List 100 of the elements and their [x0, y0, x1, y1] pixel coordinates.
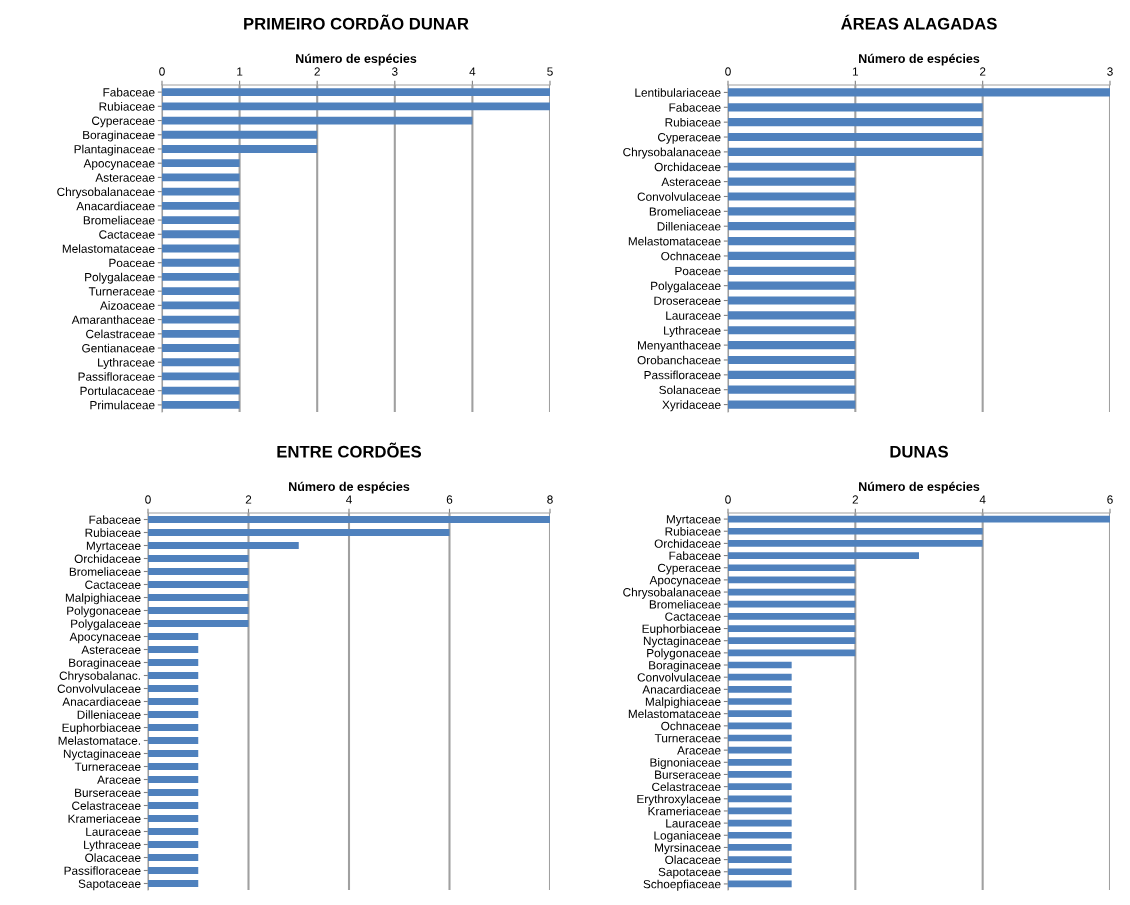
y-tick-label: Ochnaceae [661, 721, 721, 731]
bar [728, 698, 792, 705]
bar [162, 273, 240, 281]
y-tick-label: Burseraceae [655, 770, 721, 779]
y-tick-label: Melastomataceae [628, 236, 721, 246]
bar [148, 645, 199, 654]
y-tick-label: Boraginaceae [83, 130, 155, 142]
y-tick-label: Boraginaceae [649, 660, 721, 672]
bar [728, 222, 856, 231]
bar [148, 775, 199, 784]
bar [148, 554, 249, 563]
chart-title: ÁREAS ALAGADAS [841, 14, 997, 30]
y-tick-label: Euphorbiaceae [642, 624, 721, 636]
bar [148, 736, 199, 745]
bar [728, 311, 856, 320]
bar [728, 673, 792, 681]
bar [162, 244, 240, 253]
y-tick-label: Orchidaceae [654, 162, 721, 172]
bar [148, 788, 199, 797]
bar [162, 344, 240, 352]
y-tick-label: Boraginaceae [69, 658, 141, 670]
bar [162, 372, 240, 381]
y-tick-label: Myrtaceae [86, 541, 141, 553]
bar [728, 370, 856, 379]
chart-title: PRIMEIRO CORDÃO DUNAR [244, 14, 469, 30]
bar [148, 853, 199, 862]
bar [162, 88, 550, 97]
y-tick-label: Dilleniaceae [77, 710, 141, 719]
y-tick-label: Plantaginaceae [74, 144, 155, 156]
y-tick-label: Orobanchaceae [637, 355, 721, 365]
y-tick-label: Celastraceae [652, 782, 721, 792]
y-tick-label: Poaceae [109, 258, 155, 268]
bar [148, 801, 199, 810]
y-tick-label: Xyridaceae [662, 400, 721, 412]
bar [728, 552, 919, 559]
y-tick-label: Primulaceae [90, 400, 155, 410]
y-tick-label: Orchidaceae [654, 539, 721, 548]
y-tick-label: Schoepfiaceae [643, 879, 721, 891]
y-tick-label: Melastomataceae [62, 244, 155, 253]
x-tick-label: 0 [145, 495, 151, 504]
bar [728, 177, 856, 186]
y-tick-label: Ochnaceae [661, 251, 721, 261]
y-tick-label: Passifloraceae [78, 372, 155, 381]
y-tick-label: Olacaceae [665, 855, 721, 864]
x-axis-title: Número de espécies [859, 53, 980, 66]
bar [728, 192, 856, 201]
bar [728, 661, 792, 669]
bar [148, 866, 199, 875]
y-tick-label: Cactaceae [665, 612, 721, 621]
y-tick-label: Anacardiaceae [642, 685, 721, 694]
bar [728, 613, 856, 620]
y-tick-label: Burseraceae [75, 788, 141, 797]
y-tick-label: Lythraceae [664, 325, 721, 337]
bar [728, 341, 856, 350]
bar [162, 230, 240, 239]
bar [148, 528, 450, 537]
bar [728, 385, 856, 394]
y-tick-label: Polygalaceae [651, 281, 721, 293]
y-tick-label: Olacaceae [85, 853, 141, 862]
bar [162, 145, 318, 153]
bar [728, 400, 856, 409]
y-tick-label: Passifloraceae [644, 370, 721, 380]
y-tick-label: Portulacaceae [80, 386, 155, 396]
chart-title: DUNAS [890, 445, 948, 458]
bar [728, 118, 983, 127]
y-tick-label: Araceae [677, 746, 721, 755]
y-tick-label: Asteraceae [661, 177, 721, 187]
bar [162, 102, 550, 111]
y-tick-label: Fabaceae [669, 103, 721, 112]
bar [148, 827, 199, 836]
y-tick-label: Poaceae [675, 266, 721, 276]
bar [728, 746, 792, 754]
x-axis-title: Número de espécies [296, 53, 417, 66]
bar [162, 329, 240, 338]
bar [148, 840, 199, 849]
bar [728, 710, 792, 718]
bar [728, 281, 856, 290]
y-tick-label: Turneraceae [74, 762, 141, 771]
y-tick-label: Loganiaceae [654, 831, 721, 842]
y-tick-label: Convolvulaceae [637, 672, 721, 682]
bar [728, 722, 792, 730]
bar [148, 580, 249, 589]
x-tick-label: 3 [1107, 67, 1113, 76]
y-tick-label: Krameriaceae [648, 806, 721, 816]
bar [148, 541, 299, 550]
y-tick-label: Chrysobalanac. [59, 671, 140, 683]
y-tick-label: Anacardiaceae [76, 201, 155, 211]
y-tick-label: Lythraceae [98, 357, 155, 369]
y-tick-label: Fabaceae [103, 87, 155, 97]
x-tick-label: 6 [446, 495, 453, 504]
bar [148, 593, 249, 602]
bar [728, 564, 856, 572]
bar [148, 671, 199, 680]
y-tick-label: Lauraceae [86, 827, 141, 836]
x-axis-title: Número de espécies [859, 481, 980, 494]
x-tick-label: 0 [725, 67, 731, 76]
y-tick-label: Apocynaceae [649, 576, 721, 587]
x-tick-label: 2 [852, 495, 859, 504]
bar [728, 758, 792, 766]
bar [728, 625, 856, 632]
